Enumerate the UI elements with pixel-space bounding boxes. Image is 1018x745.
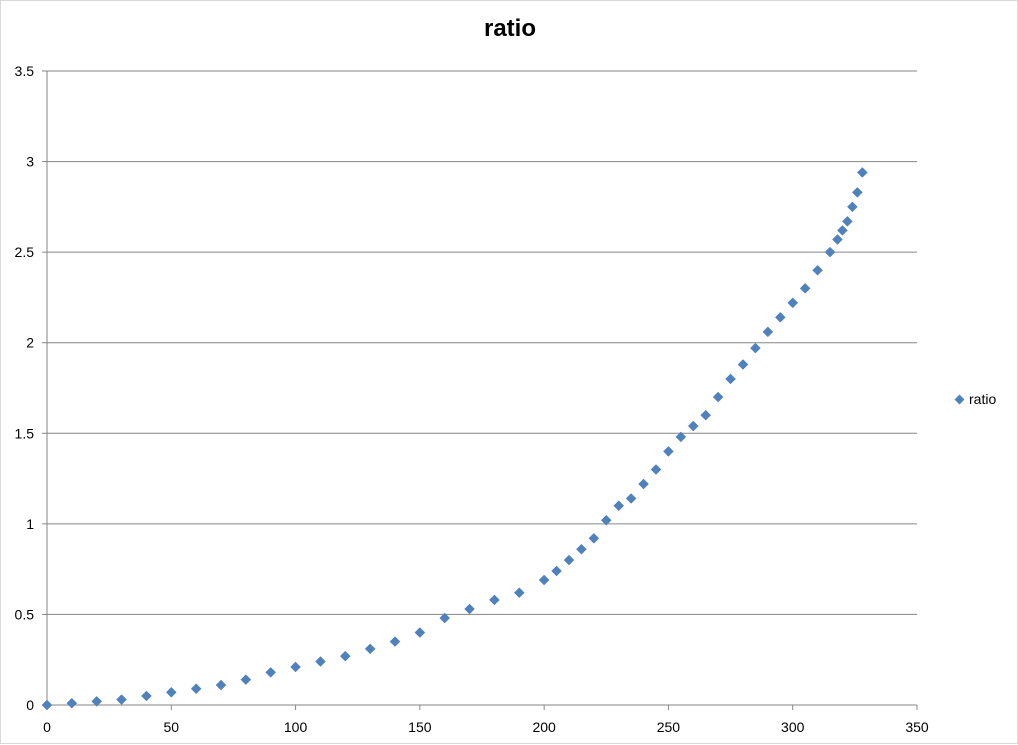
data-point xyxy=(165,686,177,698)
data-point xyxy=(563,554,575,566)
data-point xyxy=(687,420,699,432)
data-point xyxy=(837,225,848,236)
data-point xyxy=(240,674,252,685)
data-point xyxy=(265,667,277,678)
y-tick-label: 2.5 xyxy=(15,244,35,260)
data-point xyxy=(856,167,868,178)
x-tick-label: 200 xyxy=(532,719,556,735)
data-point xyxy=(638,478,649,490)
data-point xyxy=(774,312,786,323)
data-point xyxy=(290,661,301,673)
x-tick-label: 0 xyxy=(43,719,51,735)
data-point xyxy=(41,699,53,711)
y-tick-label: 1.5 xyxy=(15,425,35,441)
data-point xyxy=(799,283,811,294)
data-point xyxy=(364,643,376,655)
data-point xyxy=(762,326,774,338)
data-point xyxy=(116,694,127,705)
legend-label: ratio xyxy=(969,391,997,407)
data-point xyxy=(750,342,761,354)
x-tick-label: 250 xyxy=(657,719,681,735)
data-point xyxy=(675,431,687,443)
y-tick-label: 3 xyxy=(26,154,34,170)
x-tick-label: 100 xyxy=(284,719,308,735)
x-tick-label: 300 xyxy=(781,719,805,735)
data-point xyxy=(414,627,426,638)
data-point xyxy=(663,446,674,457)
data-point xyxy=(787,297,799,309)
data-point xyxy=(389,636,401,647)
legend: ratio xyxy=(954,391,997,407)
data-point xyxy=(812,264,823,276)
x-tick-label: 150 xyxy=(408,719,432,735)
data-point xyxy=(576,543,587,555)
data-point xyxy=(842,215,853,227)
data-point xyxy=(725,373,736,385)
data-point xyxy=(141,690,152,702)
chart-title: ratio xyxy=(483,15,536,42)
data-point xyxy=(513,587,525,599)
data-point xyxy=(625,493,637,504)
y-tick-label: 0.5 xyxy=(15,606,35,622)
data-point xyxy=(464,603,475,615)
y-tick-label: 0 xyxy=(26,697,34,713)
data-point xyxy=(824,246,836,258)
data-point xyxy=(551,565,562,577)
data-point xyxy=(588,532,600,544)
data-point xyxy=(215,679,227,691)
data-point xyxy=(613,500,625,512)
x-tick-label: 50 xyxy=(163,719,179,735)
data-point xyxy=(190,683,202,695)
data-point xyxy=(832,234,843,245)
legend-diamond-icon xyxy=(954,394,965,404)
data-point xyxy=(538,574,550,586)
data-point xyxy=(66,697,78,709)
x-tick-label: 350 xyxy=(905,719,929,735)
data-point xyxy=(600,514,612,526)
y-tick-label: 2 xyxy=(26,335,34,351)
data-point xyxy=(851,187,863,198)
y-tick-label: 1 xyxy=(26,516,34,532)
y-tick-label: 3.5 xyxy=(15,63,35,79)
data-point xyxy=(847,201,858,213)
data-point xyxy=(700,409,712,421)
data-point xyxy=(315,656,326,667)
data-point xyxy=(737,359,749,370)
data-point xyxy=(339,650,351,662)
data-point xyxy=(489,594,500,606)
data-point xyxy=(439,612,451,624)
data-point xyxy=(712,391,724,403)
data-point xyxy=(91,696,103,707)
data-point xyxy=(650,464,662,475)
